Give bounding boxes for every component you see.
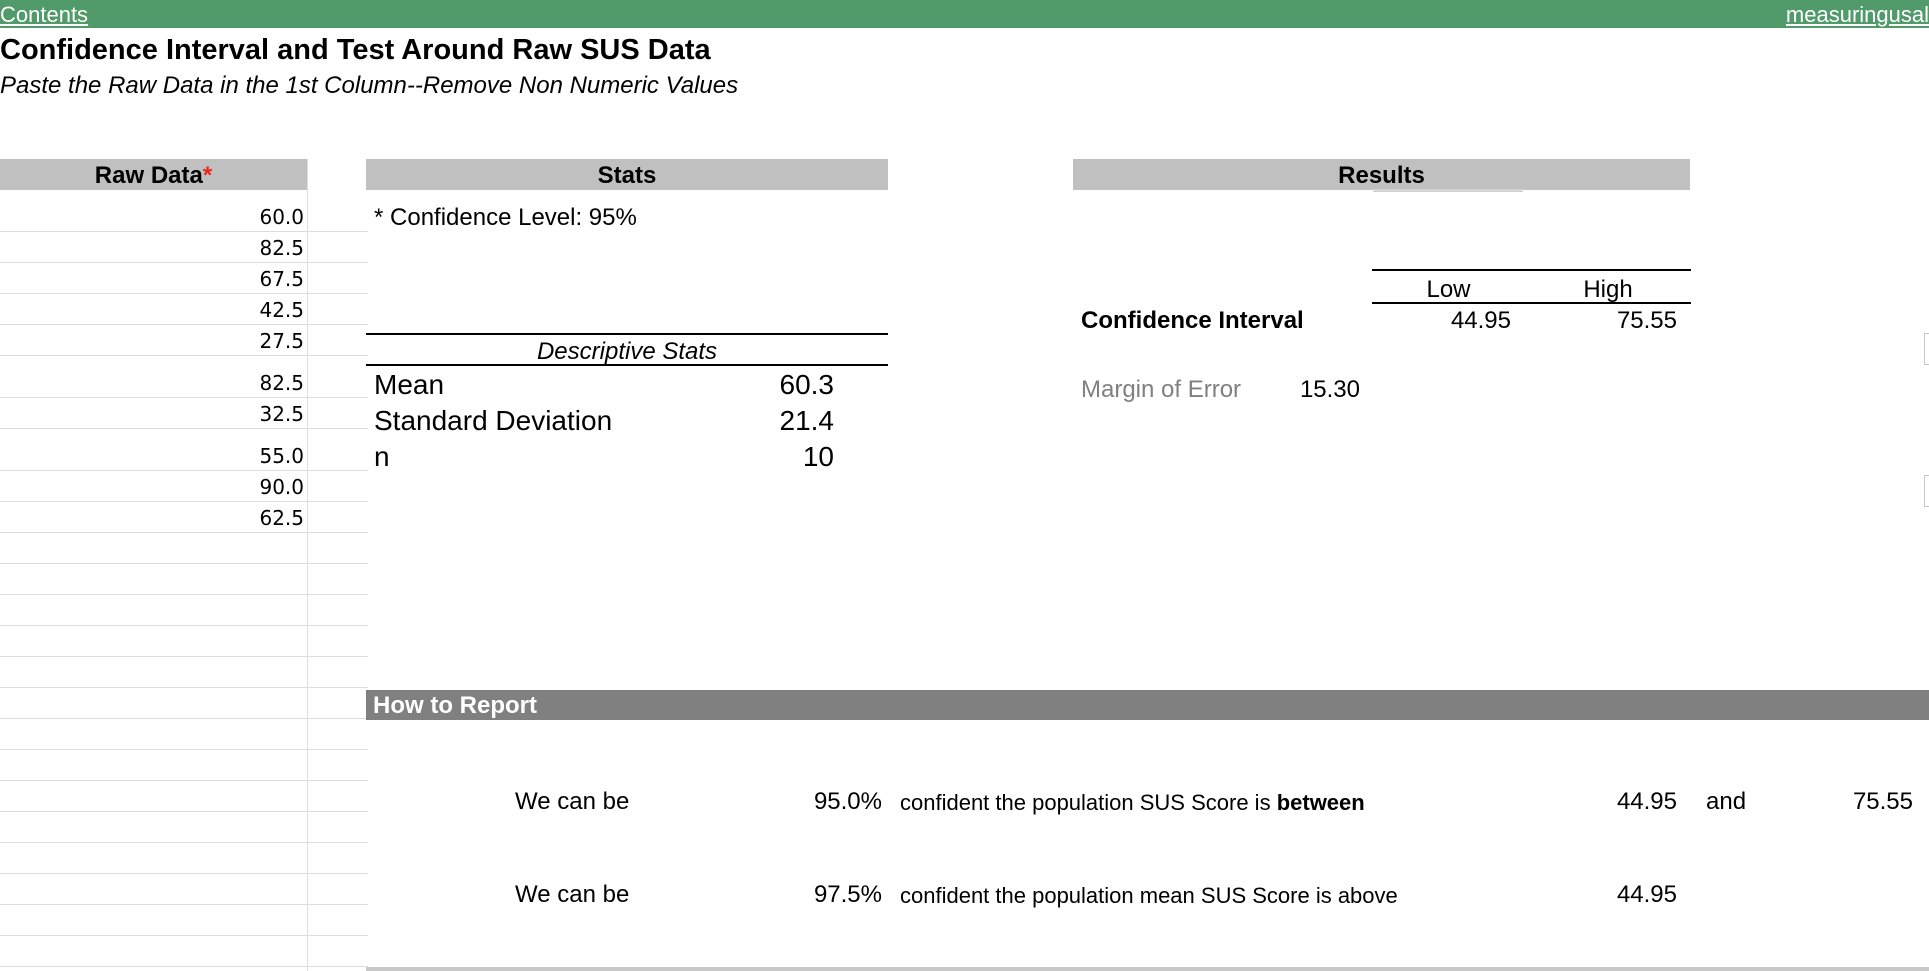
report-row2-prefix: We can be (515, 881, 630, 908)
ci-bottom-rule (1372, 302, 1691, 304)
mean-value[interactable]: 60.3 (779, 369, 835, 400)
raw-data-row[interactable] (0, 626, 368, 657)
report-row2-low[interactable]: 44.95 (1616, 881, 1677, 908)
ci-high-label: High (1583, 276, 1633, 303)
raw-data-row[interactable]: 62.5 (0, 502, 368, 533)
raw-data-row[interactable] (0, 936, 368, 967)
raw-data-column[interactable]: 60.0 82.5 67.5 42.5 27.5 82.5 32.5 55.0 90.0 62.5 (0, 190, 368, 971)
raw-data-row[interactable]: 55.0 (0, 429, 368, 471)
bottom-border (366, 967, 1929, 971)
report-row1-prefix: We can be (515, 788, 630, 815)
report-row1-text-bold: between (1276, 790, 1365, 815)
descriptive-stats-top-rule (366, 333, 888, 335)
report-row1-text-plain: confident the population SUS Score is (900, 790, 1277, 815)
raw-data-row[interactable] (0, 657, 368, 688)
raw-data-row[interactable] (0, 750, 368, 781)
raw-data-value[interactable]: 55.0 (259, 444, 304, 468)
raw-data-row[interactable] (0, 874, 368, 905)
raw-data-value[interactable]: 82.5 (259, 236, 304, 260)
raw-data-row[interactable]: 32.5 (0, 398, 368, 429)
raw-data-row[interactable]: 27.5 (0, 325, 368, 356)
scroll-edge-marker[interactable] (1924, 333, 1929, 365)
report-row1-high[interactable]: 75.55 (1852, 788, 1913, 815)
std-dev-label: Standard Deviation (374, 405, 613, 436)
raw-data-row[interactable] (0, 905, 368, 936)
raw-data-row[interactable]: 60.0 (0, 190, 368, 232)
raw-data-row[interactable] (0, 812, 368, 843)
descriptive-stats-bottom-rule (366, 364, 888, 366)
measuringu-link[interactable]: measuringusal (1785, 2, 1929, 27)
required-asterisk: * (202, 162, 213, 189)
scroll-edge-marker[interactable] (1924, 475, 1929, 507)
stats-header: Stats (366, 159, 888, 190)
raw-data-value[interactable]: 32.5 (259, 402, 304, 426)
margin-of-error-label: Margin of Error (1081, 376, 1242, 403)
raw-data-row[interactable] (0, 843, 368, 874)
results-header-underline (1373, 189, 1523, 192)
report-row1-text: confident the population SUS Score is be… (900, 790, 1365, 816)
results-header: Results (1073, 159, 1690, 190)
ci-low-value[interactable]: 44.95 (1450, 307, 1511, 334)
margin-of-error-value[interactable]: 15.30 (1299, 376, 1360, 403)
report-row2-percent[interactable]: 97.5% (813, 881, 882, 908)
raw-data-row[interactable]: 82.5 (0, 232, 368, 263)
raw-data-row[interactable]: 90.0 (0, 471, 368, 502)
report-row1-low[interactable]: 44.95 (1616, 788, 1677, 815)
confidence-interval-label: Confidence Interval (1081, 307, 1304, 334)
raw-data-row[interactable] (0, 533, 368, 564)
page-title: Confidence Interval and Test Around Raw … (0, 34, 711, 66)
how-to-report-bar (366, 690, 1929, 720)
raw-data-value[interactable]: 67.5 (259, 267, 304, 291)
ci-low-label: Low (1426, 276, 1471, 303)
report-row1-and: and (1706, 788, 1747, 815)
raw-data-row[interactable]: 67.5 (0, 263, 368, 294)
raw-data-row[interactable]: 42.5 (0, 294, 368, 325)
report-row2-text: confident the population mean SUS Score … (900, 883, 1398, 908)
contents-link[interactable]: Contents (0, 2, 89, 27)
column-divider (307, 159, 308, 971)
report-row1-percent[interactable]: 95.0% (813, 788, 882, 815)
raw-data-value[interactable]: 82.5 (259, 371, 304, 395)
raw-data-header: Raw Data* (0, 159, 307, 190)
how-to-report-title: How to Report (373, 692, 537, 719)
raw-data-row[interactable] (0, 688, 368, 719)
top-bar: Contents measuringusal (0, 0, 1929, 28)
n-value[interactable]: 10 (802, 441, 834, 472)
raw-data-value[interactable]: 62.5 (259, 506, 304, 530)
raw-data-row[interactable] (0, 595, 368, 626)
n-label: n (374, 441, 390, 472)
raw-data-row[interactable] (0, 719, 368, 750)
mean-label: Mean (374, 369, 445, 400)
std-dev-value[interactable]: 21.4 (779, 405, 835, 436)
raw-data-row[interactable] (0, 781, 368, 812)
raw-data-value[interactable]: 42.5 (259, 298, 304, 322)
confidence-level-note: * Confidence Level: 95% (374, 204, 637, 231)
ci-top-rule (1372, 269, 1691, 271)
raw-data-row[interactable] (0, 564, 368, 595)
raw-data-header-label: Raw Data (94, 162, 203, 189)
raw-data-value[interactable]: 90.0 (259, 475, 304, 499)
page-subtitle: Paste the Raw Data in the 1st Column--Re… (0, 72, 739, 99)
raw-data-value[interactable]: 27.5 (259, 329, 304, 353)
raw-data-row[interactable]: 82.5 (0, 356, 368, 398)
ci-high-value[interactable]: 75.55 (1616, 307, 1677, 334)
descriptive-stats-title: Descriptive Stats (536, 338, 718, 365)
raw-data-value[interactable]: 60.0 (259, 205, 304, 229)
